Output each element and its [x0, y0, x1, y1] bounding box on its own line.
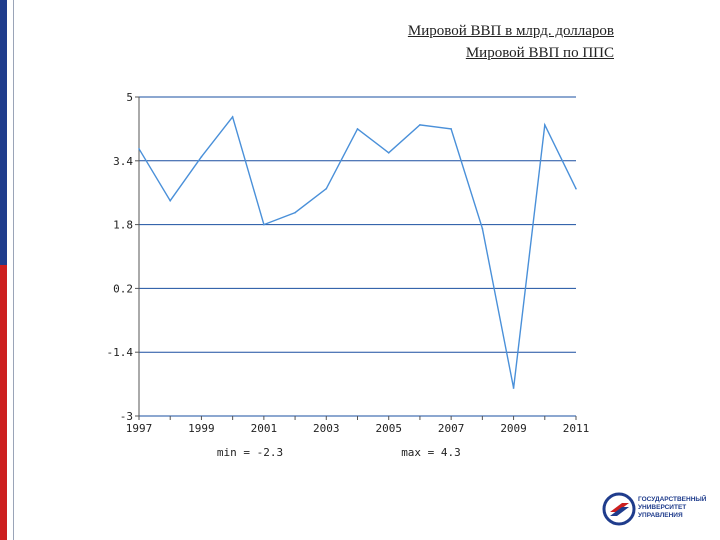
- chart-subtitle: Мировой ВВП по ППС: [465, 45, 614, 61]
- chart-header: Мировой ВВП в млрд. долларов Мировой ВВП…: [408, 20, 614, 64]
- x-tick-label: 2001: [251, 422, 278, 435]
- data-series-line: [138, 115, 577, 389]
- y-tick-label: 3.4: [113, 155, 133, 168]
- data-point: [356, 128, 359, 130]
- y-tick-label: -1.4: [107, 346, 134, 359]
- y-tick-label: 0.2: [113, 282, 133, 295]
- x-tick-label: 2011: [563, 422, 590, 435]
- logo-emblem-icon: [602, 492, 636, 526]
- data-point: [294, 211, 296, 214]
- chart-title: Мировой ВВП в млрд. долларов: [407, 23, 614, 39]
- y-tick-label: 5: [126, 91, 133, 104]
- x-tick-label: 2007: [438, 422, 465, 435]
- min-label: min = -2.3: [217, 446, 283, 459]
- side-accent-red: [0, 265, 7, 540]
- data-point: [200, 156, 203, 158]
- data-point: [231, 116, 234, 118]
- data-point: [575, 187, 577, 190]
- data-point: [419, 124, 421, 126]
- data-point: [481, 227, 484, 230]
- data-point: [169, 199, 172, 202]
- data-point: [325, 187, 328, 190]
- side-accent-blue: [0, 0, 7, 265]
- x-tick-label: 2003: [313, 422, 340, 435]
- side-divider: [13, 0, 14, 540]
- university-logo: ГОСУДАРСТВЕННЫЙ УНИВЕРСИТЕТ УПРАВЛЕНИЯ: [602, 492, 712, 528]
- data-point: [450, 128, 452, 130]
- x-tick-label: 1997: [126, 422, 153, 435]
- y-tick-label: 1.8: [113, 219, 133, 232]
- max-label: max = 4.3: [401, 446, 461, 459]
- x-tick-label: 1999: [188, 422, 215, 435]
- data-point: [387, 152, 390, 154]
- data-point: [512, 387, 515, 389]
- x-tick-label: 2005: [375, 422, 402, 435]
- data-point: [263, 223, 265, 226]
- y-tick-label: -3: [120, 410, 133, 423]
- data-point: [543, 124, 546, 126]
- logo-text: ГОСУДАРСТВЕННЫЙ УНИВЕРСИТЕТ УПРАВЛЕНИЯ: [638, 496, 707, 519]
- data-point: [138, 148, 140, 150]
- x-tick-label: 2009: [500, 422, 527, 435]
